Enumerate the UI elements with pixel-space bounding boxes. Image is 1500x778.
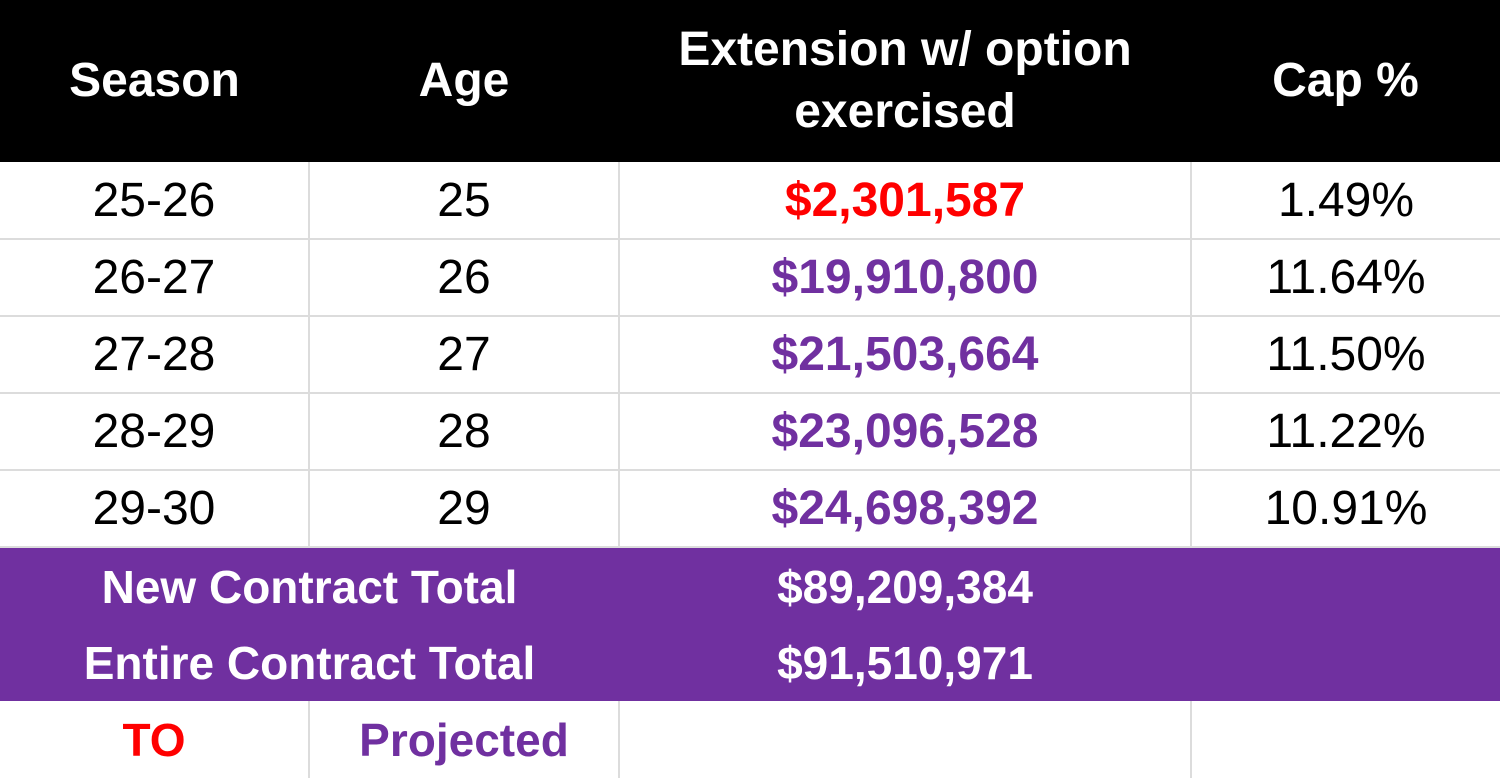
amount-cell: $21,503,664 bbox=[619, 316, 1192, 394]
season-cell: 26-27 bbox=[0, 239, 310, 317]
new-contract-total-label: New Contract Total bbox=[101, 560, 518, 613]
entire-contract-total-empty bbox=[1191, 625, 1500, 701]
table-row: 25-26 25 $2,301,587 1.49% bbox=[0, 162, 1500, 240]
new-contract-total-value: $89,209,384 bbox=[777, 560, 1033, 613]
header-extension-line2: exercised bbox=[794, 85, 1016, 138]
header-season: Season bbox=[69, 54, 240, 107]
age-cell: 26 bbox=[309, 239, 620, 317]
season-cell: 29-30 bbox=[0, 470, 310, 548]
legend-row: TO Projected bbox=[0, 701, 1500, 778]
cap-pct-cell: 10.91% bbox=[1191, 470, 1500, 548]
legend-empty bbox=[1191, 701, 1500, 778]
new-contract-total-empty bbox=[1191, 547, 1500, 625]
amount-cell: $19,910,800 bbox=[619, 239, 1192, 317]
season-cell: 28-29 bbox=[0, 393, 310, 471]
header-cap-pct: Cap % bbox=[1272, 54, 1419, 107]
header-extension: Extension w/ option exercised bbox=[619, 0, 1191, 162]
cap-pct-cell: 11.64% bbox=[1191, 239, 1500, 317]
entire-contract-total-label: Entire Contract Total bbox=[83, 637, 536, 689]
legend-empty bbox=[619, 701, 1192, 778]
amount-cell: $24,698,392 bbox=[619, 470, 1192, 548]
amount-cell: $2,301,587 bbox=[619, 162, 1192, 240]
season-cell: 27-28 bbox=[0, 316, 310, 394]
cap-pct-cell: 1.49% bbox=[1191, 162, 1500, 240]
age-cell: 28 bbox=[309, 393, 620, 471]
new-contract-total-row: New Contract Total $89,209,384 bbox=[0, 547, 1500, 625]
entire-contract-total-value: $91,510,971 bbox=[777, 637, 1033, 689]
entire-contract-total-row: Entire Contract Total $91,510,971 bbox=[0, 625, 1500, 701]
season-cell: 25-26 bbox=[0, 162, 310, 240]
table-row: 26-27 26 $19,910,800 11.64% bbox=[0, 239, 1500, 317]
table-row: 29-30 29 $24,698,392 10.91% bbox=[0, 470, 1500, 548]
header-extension-line1: Extension w/ option bbox=[678, 23, 1132, 76]
amount-cell: $23,096,528 bbox=[619, 393, 1192, 471]
table-header-row: Season Age Extension w/ option exercised… bbox=[0, 0, 1500, 162]
cap-pct-cell: 11.22% bbox=[1191, 393, 1500, 471]
table-row: 27-28 27 $21,503,664 11.50% bbox=[0, 316, 1500, 394]
header-age: Age bbox=[418, 54, 510, 107]
age-cell: 27 bbox=[309, 316, 620, 394]
legend-team-option: TO bbox=[0, 701, 310, 778]
table-row: 28-29 28 $23,096,528 11.22% bbox=[0, 393, 1500, 471]
legend-projected: Projected bbox=[309, 701, 620, 778]
age-cell: 29 bbox=[309, 470, 620, 548]
cap-pct-cell: 11.50% bbox=[1191, 316, 1500, 394]
age-cell: 25 bbox=[309, 162, 620, 240]
